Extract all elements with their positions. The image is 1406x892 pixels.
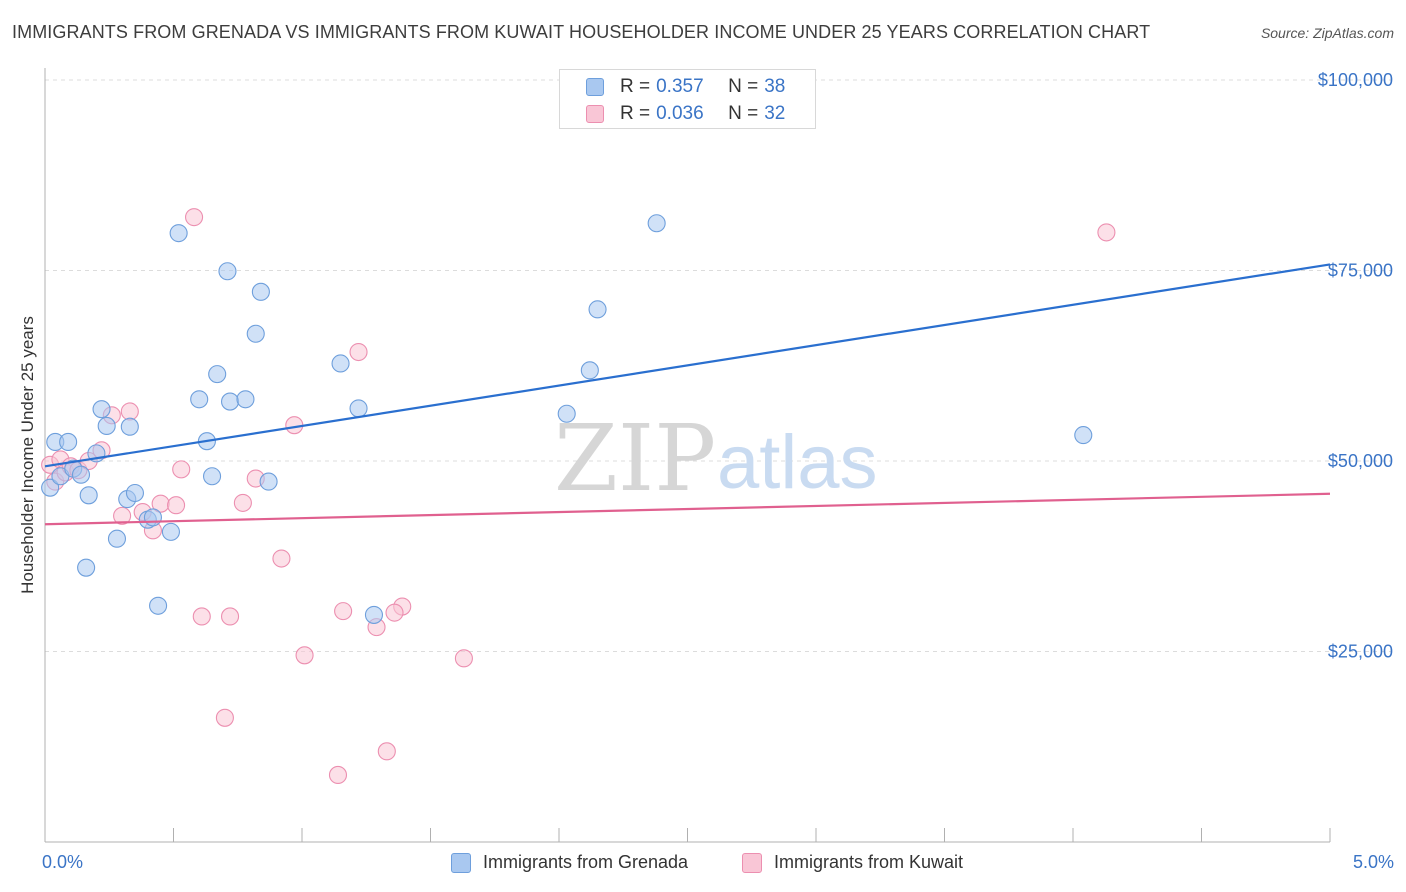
data-point-grenada xyxy=(580,361,599,380)
gridlines xyxy=(45,79,1392,652)
data-point-kuwait xyxy=(167,496,186,515)
data-point-kuwait xyxy=(328,765,348,784)
series-grenada-points xyxy=(41,214,1093,624)
series-legend-grenada[interactable]: Immigrants from Grenada xyxy=(451,852,688,873)
data-point-grenada xyxy=(588,300,607,319)
data-point-grenada xyxy=(220,392,240,411)
x-tick-label-min: 0.0% xyxy=(42,852,84,872)
data-point-kuwait xyxy=(295,646,314,665)
data-point-grenada xyxy=(557,404,576,423)
data-point-grenada xyxy=(79,486,98,505)
data-point-grenada xyxy=(71,465,91,484)
data-point-kuwait xyxy=(172,460,191,479)
data-point-grenada xyxy=(92,400,111,419)
legend-n-label: N = xyxy=(728,76,759,97)
correlation-legend: R = 0.357 N = 38 R = 0.036 N = 32 xyxy=(559,69,816,129)
y-tick-label: $75,000 xyxy=(1328,261,1393,281)
data-point-kuwait xyxy=(233,493,252,512)
legend-swatch-grenada xyxy=(586,78,604,96)
legend-n-label: N = xyxy=(728,103,759,124)
source-credit: Source: ZipAtlas.com xyxy=(1260,25,1394,41)
watermark-atlas: atlas xyxy=(717,420,878,505)
data-point-grenada xyxy=(97,416,116,435)
data-point-grenada xyxy=(246,324,265,343)
data-point-grenada xyxy=(41,478,60,497)
series-legend-grenada-label: Immigrants from Grenada xyxy=(483,852,689,872)
watermark: ZIP atlas xyxy=(554,405,878,512)
y-tick-label: $25,000 xyxy=(1328,642,1393,662)
data-point-kuwait xyxy=(272,549,291,568)
axes xyxy=(44,68,1331,843)
data-point-kuwait xyxy=(349,342,368,362)
data-point-grenada xyxy=(236,390,255,409)
data-point-kuwait xyxy=(220,607,240,626)
data-point-kuwait xyxy=(185,208,204,227)
data-point-kuwait xyxy=(1097,223,1116,242)
series-legend-kuwait[interactable]: Immigrants from Kuwait xyxy=(742,852,963,873)
legend-swatch-grenada xyxy=(451,852,471,873)
data-point-kuwait xyxy=(215,708,234,727)
data-point-grenada xyxy=(77,558,96,577)
trend-line-kuwait xyxy=(44,492,1331,526)
data-point-kuwait xyxy=(334,602,353,621)
legend-r-value-grenada: 0.357 xyxy=(656,76,704,97)
x-tick-label-max: 5.0% xyxy=(1352,852,1394,872)
y-tick-labels: $25,000 $50,000 $75,000 $100,000 xyxy=(1318,70,1393,662)
data-point-grenada xyxy=(203,467,222,486)
data-point-grenada xyxy=(364,605,384,624)
watermark-zip: ZIP xyxy=(554,405,716,512)
chart-title: IMMIGRANTS FROM GRENADA VS IMMIGRANTS FR… xyxy=(12,22,1151,42)
legend-swatch-kuwait xyxy=(586,105,604,123)
data-point-kuwait xyxy=(192,607,211,626)
data-point-kuwait xyxy=(113,506,132,525)
data-point-grenada xyxy=(149,596,168,615)
legend-row-grenada: R = 0.357 N = 38 xyxy=(586,75,785,99)
data-point-kuwait xyxy=(120,402,139,421)
data-point-grenada xyxy=(190,390,209,409)
data-point-grenada xyxy=(259,472,278,491)
data-point-grenada xyxy=(120,417,139,436)
data-point-grenada xyxy=(251,282,270,301)
data-point-kuwait xyxy=(454,649,473,668)
data-point-grenada xyxy=(218,262,237,281)
data-point-grenada xyxy=(125,483,144,503)
data-point-kuwait xyxy=(385,603,404,622)
data-point-grenada xyxy=(107,529,127,548)
data-point-grenada xyxy=(161,522,180,541)
legend-row-kuwait: R = 0.036 N = 32 xyxy=(586,102,785,126)
data-point-grenada xyxy=(143,508,162,527)
legend-r-label: R = xyxy=(620,76,651,97)
series-legend-kuwait-label: Immigrants from Kuwait xyxy=(774,852,964,872)
data-point-grenada xyxy=(169,224,188,243)
legend-r-label: R = xyxy=(620,103,651,124)
data-point-grenada xyxy=(208,365,227,384)
legend-n-value-grenada: 38 xyxy=(764,76,786,97)
legend-n-value-kuwait: 32 xyxy=(764,103,786,124)
data-point-grenada xyxy=(59,432,78,452)
data-point-kuwait xyxy=(377,742,396,761)
legend-swatch-kuwait xyxy=(742,852,762,873)
trend-line-grenada xyxy=(44,263,1331,468)
data-point-grenada xyxy=(1074,426,1093,445)
y-tick-label: $50,000 xyxy=(1328,451,1393,471)
series-legend: Immigrants from Grenada Immigrants from … xyxy=(0,852,1406,878)
trend-lines xyxy=(44,263,1331,526)
data-point-grenada xyxy=(647,214,666,233)
data-point-grenada xyxy=(331,354,350,373)
legend-r-value-kuwait: 0.036 xyxy=(656,103,704,124)
data-point-grenada xyxy=(349,399,368,418)
y-tick-label: $100,000 xyxy=(1318,70,1393,90)
